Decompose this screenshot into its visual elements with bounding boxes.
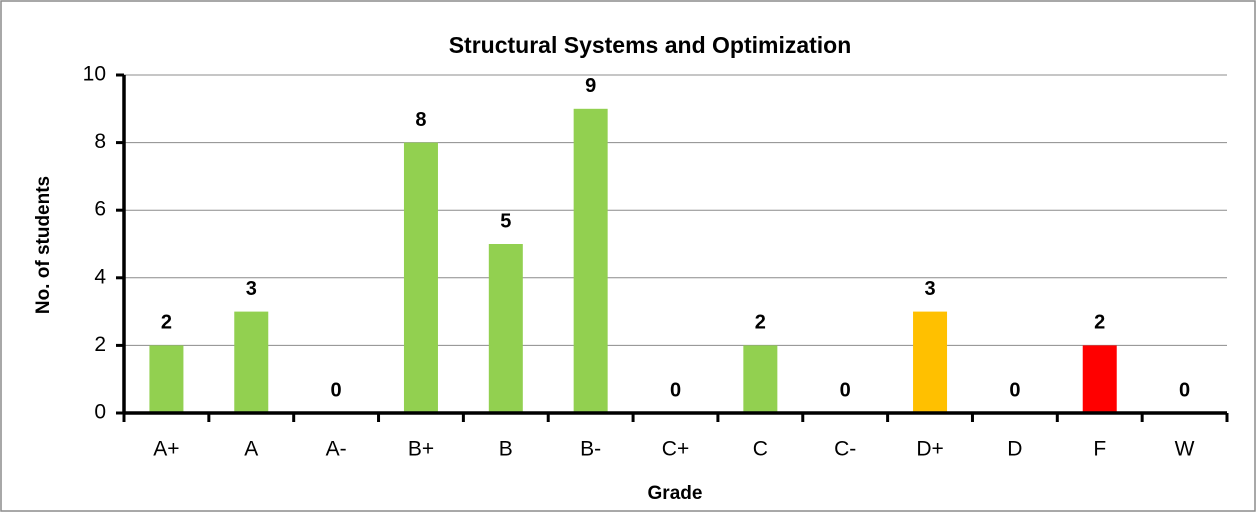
data-label: 0 — [1179, 379, 1190, 401]
x-tick-label: B- — [580, 438, 601, 461]
data-label: 2 — [161, 312, 172, 334]
x-tick-label: W — [1175, 438, 1195, 461]
chart-title: Structural Systems and Optimization — [449, 32, 852, 58]
x-tick-label: A- — [326, 438, 347, 461]
y-tick-label: 0 — [94, 401, 106, 424]
data-label: 9 — [585, 75, 596, 97]
y-tick-label: 10 — [83, 63, 106, 86]
x-tick-label: F — [1093, 438, 1106, 461]
x-tick-label: C- — [834, 438, 856, 461]
bar — [149, 345, 184, 413]
x-tick-label: A — [244, 438, 258, 461]
y-tick-label: 6 — [94, 198, 106, 221]
y-axis-label: No. of students — [33, 176, 54, 314]
x-tick-label: D — [1007, 438, 1022, 461]
data-label: 5 — [500, 210, 511, 232]
data-label: 0 — [840, 379, 851, 401]
y-tick-label: 8 — [94, 130, 106, 153]
bar — [488, 244, 523, 413]
data-label: 2 — [755, 312, 766, 334]
data-label: 2 — [1094, 312, 1105, 334]
x-tick-label: B — [499, 438, 513, 461]
data-label: 0 — [1009, 379, 1020, 401]
data-label: 0 — [670, 379, 681, 401]
y-tick-label: 4 — [94, 265, 106, 288]
bar — [573, 108, 608, 414]
y-tick-label: 2 — [94, 333, 106, 356]
data-label: 0 — [331, 379, 342, 401]
bar — [1082, 345, 1117, 413]
data-label: 8 — [415, 109, 426, 131]
bar — [403, 142, 438, 413]
bar — [234, 311, 269, 413]
data-label: 3 — [246, 278, 257, 300]
x-tick-label: D+ — [916, 438, 943, 461]
x-tick-label: B+ — [408, 438, 434, 461]
bar — [913, 311, 948, 413]
x-tick-label: C+ — [662, 438, 689, 461]
x-axis-label: Grade — [648, 483, 703, 504]
x-tick-label: C — [753, 438, 768, 461]
data-label: 3 — [924, 278, 935, 300]
x-tick-label: A+ — [153, 438, 179, 461]
bar — [743, 345, 778, 413]
